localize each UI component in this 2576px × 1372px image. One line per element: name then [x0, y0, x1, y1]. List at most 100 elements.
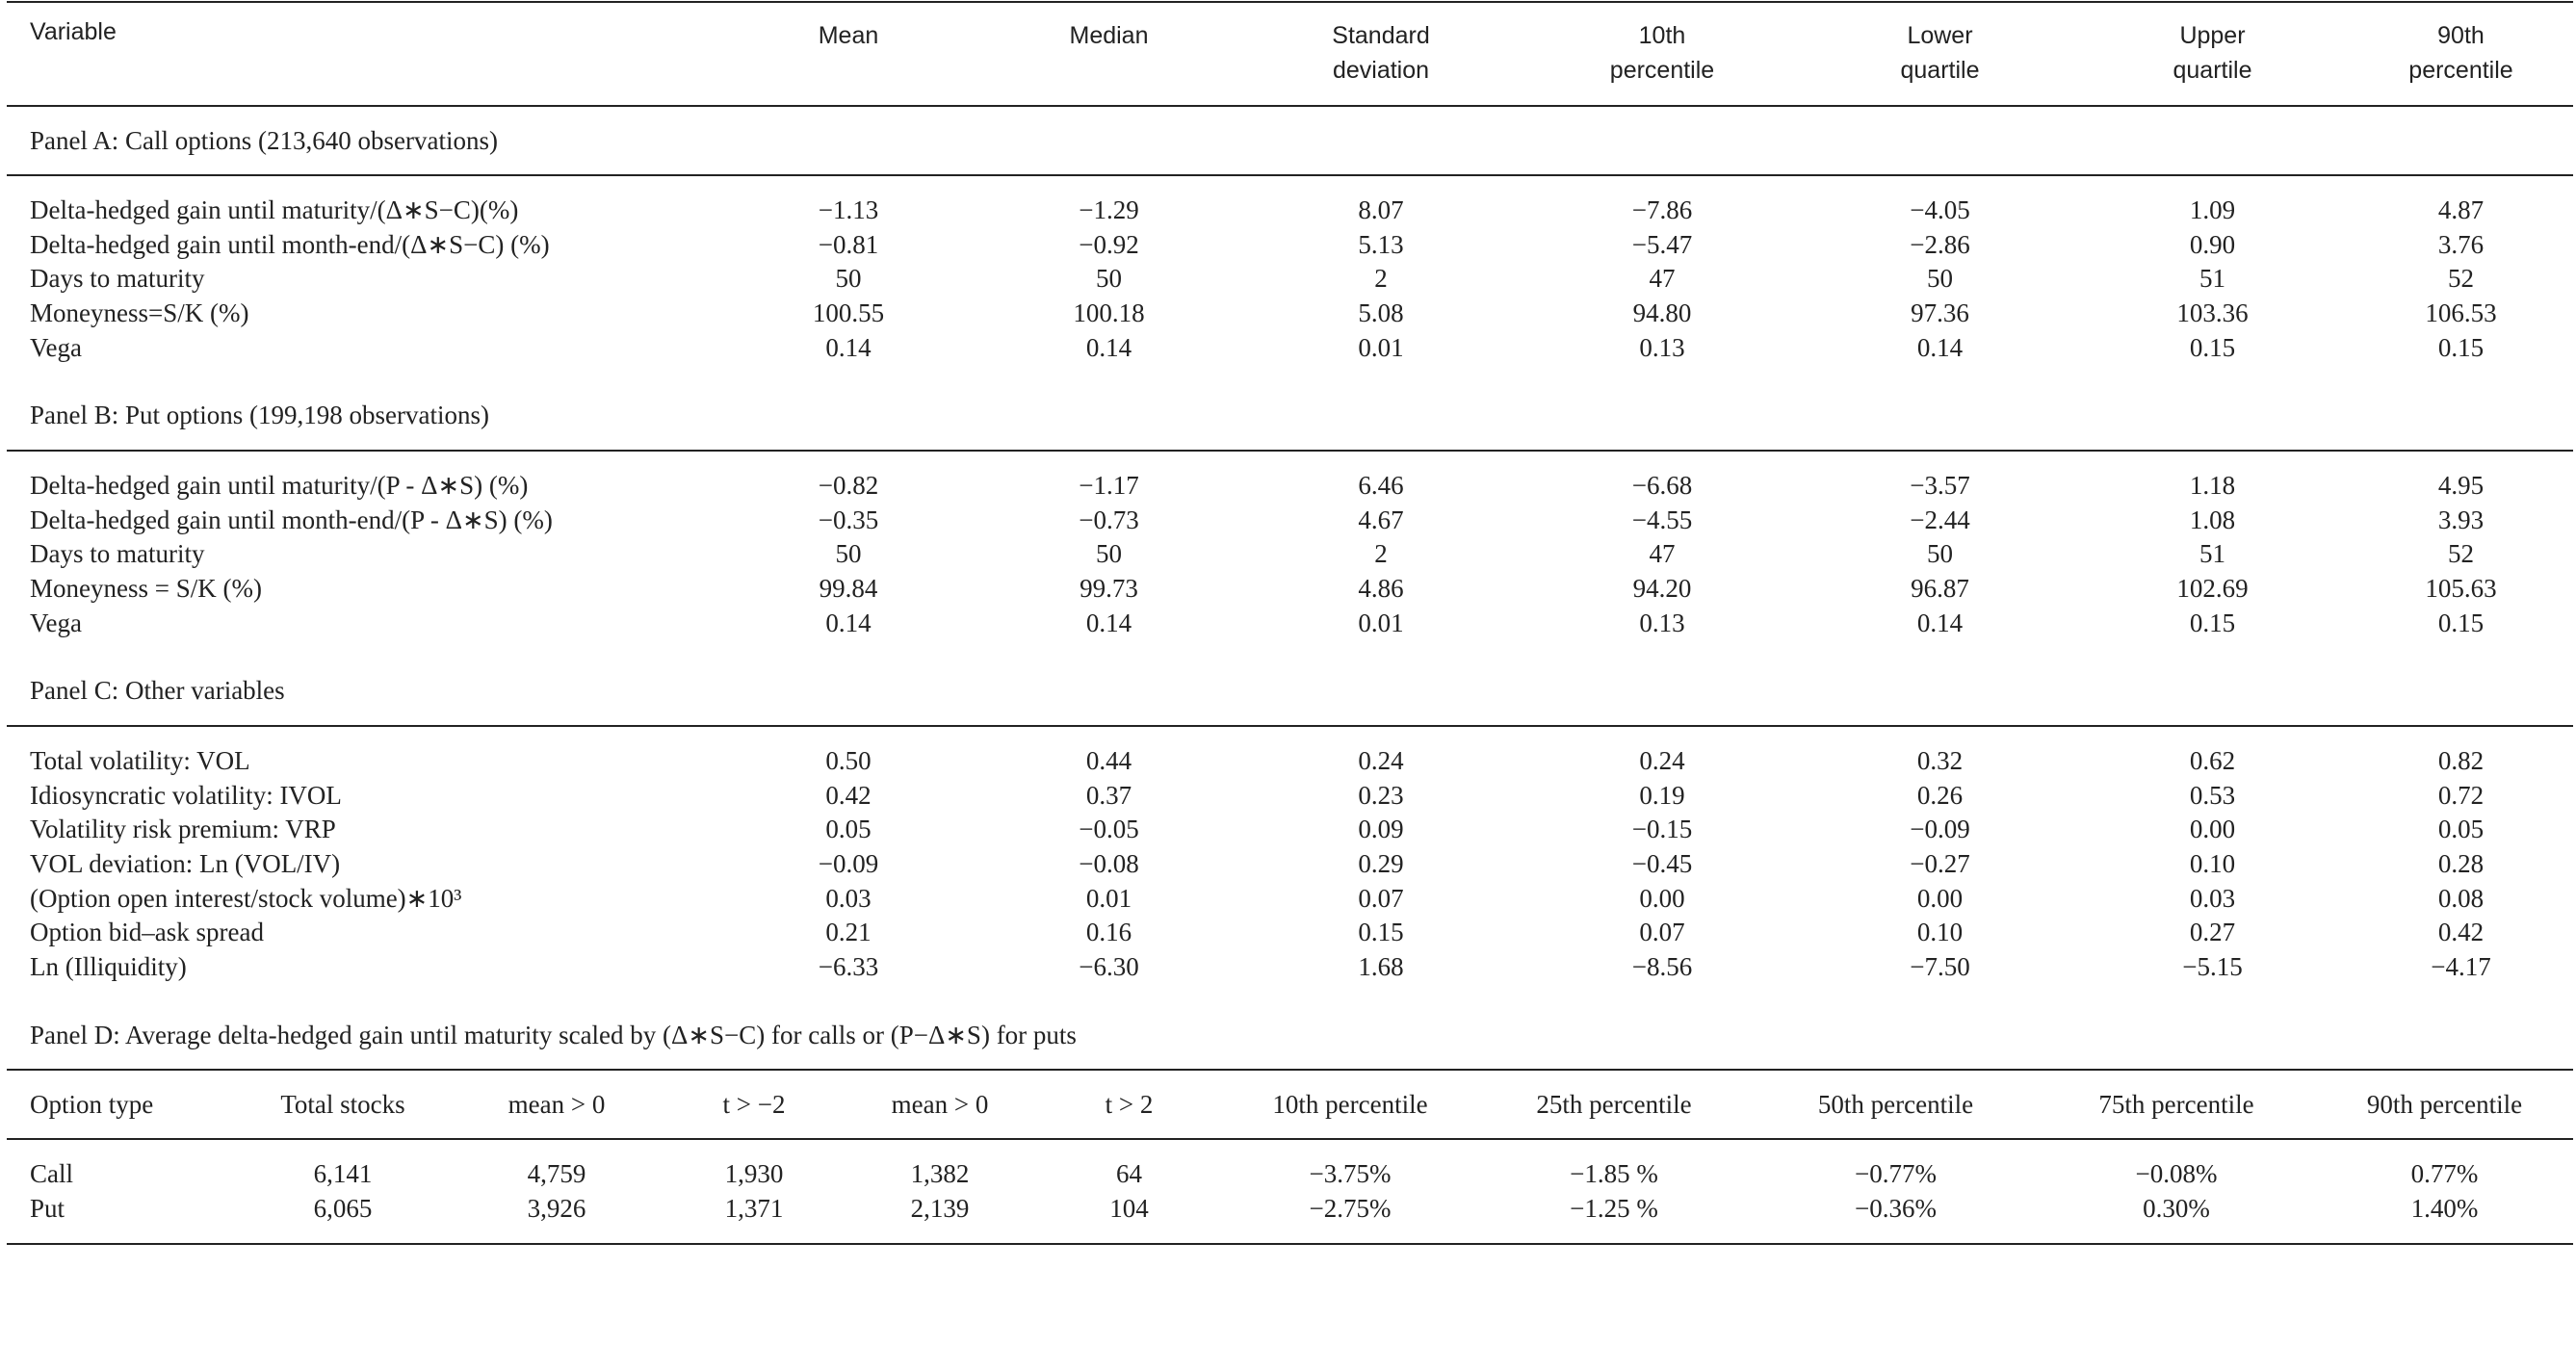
column-header: mean > 0 — [454, 1071, 660, 1140]
cell: 4.95 — [2437, 471, 2485, 501]
cell: −1.17 — [1079, 471, 1139, 501]
cell: 0.15 — [1358, 918, 1404, 947]
column-header: 25th percentile — [1473, 1071, 1755, 1140]
cell: 104 — [1109, 1193, 1149, 1223]
row-label: Idiosyncratic volatility: IVOL — [30, 780, 342, 810]
column-header: Upper quartile — [2076, 1, 2349, 107]
spacer — [7, 175, 2573, 194]
spacer — [7, 640, 2573, 658]
cell: −0.08 — [1079, 849, 1139, 879]
column-header: 75th percentile — [2037, 1071, 2316, 1140]
cell: 50 — [1096, 539, 1122, 569]
cell: −0.15 — [1631, 815, 1693, 844]
cell: 0.23 — [1358, 780, 1404, 810]
cell: −7.86 — [1631, 195, 1693, 225]
cell: 0.15 — [2189, 608, 2236, 637]
panel-title: Panel C: Other variables — [7, 657, 2573, 727]
cell: −0.45 — [1631, 849, 1693, 879]
cell: 0.44 — [1085, 746, 1132, 776]
cell: −0.05 — [1079, 815, 1139, 844]
cell: 6.46 — [1358, 471, 1404, 501]
cell: 96.87 — [1911, 574, 1969, 604]
spacer-cell — [7, 1226, 2573, 1246]
cell: 99.84 — [819, 574, 878, 604]
header-text: Median — [1069, 22, 1149, 49]
cell: 0.30% — [2143, 1193, 2210, 1223]
cell: 0.72 — [2437, 780, 2485, 810]
cell: 0.28 — [2437, 849, 2485, 879]
cell: 0.13 — [1639, 332, 1685, 362]
cell: 100.18 — [1073, 298, 1145, 328]
spacer-cell — [7, 1139, 2573, 1157]
cell: −0.73 — [1079, 505, 1139, 534]
cell: 3.93 — [2437, 505, 2485, 534]
cell: −2.86 — [1910, 229, 1970, 259]
data-row: Delta-hedged gain until month-end/(Δ∗S−C… — [7, 228, 2573, 263]
row-label: Days to maturity — [30, 264, 205, 294]
cell: −4.05 — [1910, 195, 1970, 225]
cell: 94.80 — [1632, 298, 1692, 328]
header-text: 90th percentile — [2408, 22, 2513, 84]
cell: 1.40% — [2410, 1193, 2479, 1223]
row-label: Volatility risk premium: VRP — [30, 815, 336, 844]
row-label: (Option open interest/stock volume)∗10³ — [30, 883, 462, 913]
cell: 0.42 — [825, 780, 872, 810]
cell: −6.68 — [1631, 471, 1693, 501]
spacer-cell — [7, 984, 2573, 1001]
cell: 0.00 — [1639, 883, 1685, 913]
cell: 50 — [1927, 539, 1953, 569]
cell: 0.08 — [2437, 883, 2485, 913]
panel-title-row: Panel A: Call options (213,640 observati… — [7, 106, 2573, 176]
data-row: Ln (Illiquidity) −6.33 −6.30 1.68 −8.56 −7.50… — [7, 950, 2573, 985]
panel-title-row: Panel B: Put options (199,198 observatio… — [7, 381, 2573, 452]
row-label: Delta-hedged gain until maturity/(P - Δ∗… — [30, 471, 529, 501]
cell: −1.25 % — [1570, 1193, 1658, 1223]
column-header: 90th percentile — [2349, 1, 2573, 107]
data-row: Vega 0.14 0.14 0.01 0.13 0.14 0.15 0.15 — [7, 330, 2573, 365]
cell: 2 — [1374, 539, 1388, 569]
cell: −7.50 — [1910, 951, 1970, 981]
cell: 0.32 — [1916, 746, 1964, 776]
column-header: Median — [976, 1, 1241, 107]
column-header: 10th percentile — [1227, 1071, 1473, 1140]
cell: 1.09 — [2189, 195, 2236, 225]
cell: 0.03 — [2189, 883, 2236, 913]
cell: 105.63 — [2425, 574, 2497, 604]
cell: 64 — [1116, 1159, 1142, 1189]
cell: 50 — [1927, 264, 1953, 294]
row-label: Put — [30, 1193, 65, 1223]
cell: 0.00 — [2189, 815, 2236, 844]
cell: 0.50 — [825, 746, 872, 776]
column-header: t > 2 — [1031, 1071, 1227, 1140]
cell: −0.36% — [1855, 1193, 1937, 1223]
cell: −3.57 — [1910, 471, 1970, 501]
row-label: Call — [30, 1159, 73, 1189]
row-label: Vega — [30, 608, 82, 637]
column-header: Standard deviation — [1241, 1, 1521, 107]
cell: 5.13 — [1358, 229, 1404, 259]
cell: 47 — [1649, 539, 1676, 569]
column-header: t > −2 — [660, 1071, 848, 1140]
cell: 0.62 — [2189, 746, 2236, 776]
cell: 106.53 — [2425, 298, 2497, 328]
cell: 0.14 — [825, 332, 872, 362]
cell: 1,930 — [724, 1159, 784, 1189]
cell: 4.87 — [2437, 195, 2485, 225]
spacer — [7, 365, 2573, 382]
cell: 0.29 — [1358, 849, 1404, 879]
cell: 3.76 — [2437, 229, 2485, 259]
data-row: Moneyness = S/K (%) 99.84 99.73 4.86 94.20 96… — [7, 572, 2573, 607]
cell: 102.69 — [2176, 574, 2249, 604]
spacer-cell — [7, 640, 2573, 658]
cell: −5.15 — [2182, 951, 2243, 981]
data-row: Total volatility: VOL 0.50 0.44 0.24 0.24 0.3… — [7, 744, 2573, 779]
cell: 0.05 — [2437, 815, 2485, 844]
cell: 0.03 — [825, 883, 872, 913]
column-header: mean > 0 — [848, 1071, 1031, 1140]
cell: −1.85 % — [1570, 1159, 1658, 1189]
cell: 97.36 — [1911, 298, 1969, 328]
cell: 0.10 — [2189, 849, 2236, 879]
cell: 0.01 — [1085, 883, 1132, 913]
cell: 6,141 — [313, 1159, 373, 1189]
